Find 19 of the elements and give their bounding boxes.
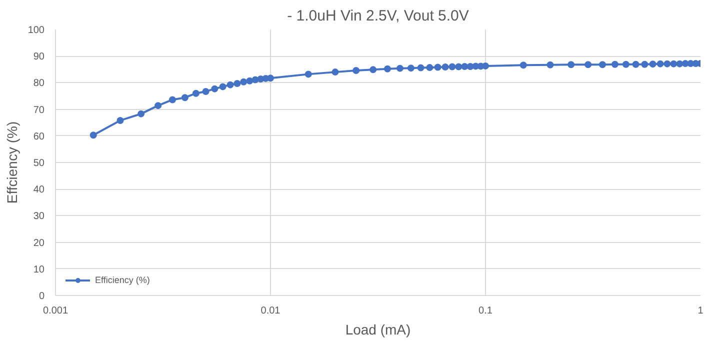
y-tick-label: 20 [33,238,45,249]
y-axis-title: Effciency (%) [4,121,20,204]
y-tick-label: 50 [33,158,45,169]
y-tick-label: 40 [33,184,45,196]
y-tick-label: 90 [33,52,45,63]
x-tick-label: 1 [698,306,704,316]
y-tick-label: 60 [33,131,45,142]
x-axis-title: Load (mA) [345,322,411,338]
y-tick-label: 0 [38,291,45,302]
x-tick-label: 0.001 [42,306,68,316]
y-tick-label: 70 [33,104,45,116]
x-tick-label: 0.01 [260,306,281,316]
x-tick-label: 0.1 [478,306,493,316]
y-tick-label: 100 [28,25,45,36]
legend-label: Efficiency (%) [95,275,150,285]
y-tick-label: 80 [33,78,45,90]
y-tick-label: 10 [33,264,45,276]
y-tick-label: 30 [33,211,45,222]
chart-title: - 1.0uH Vin 2.5V, Vout 5.0V [287,8,469,24]
